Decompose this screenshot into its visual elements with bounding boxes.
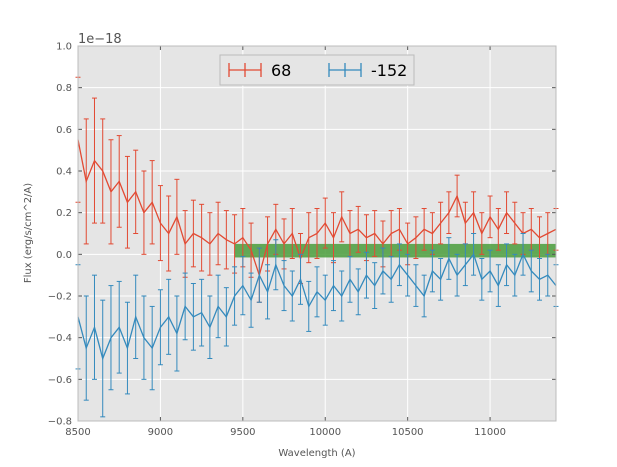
y-tick-label-5: 0.2 xyxy=(56,208,72,219)
green-band xyxy=(234,243,556,258)
y-axis-label: Flux (erg/s/cm^2/A) xyxy=(23,183,34,283)
plot-frame xyxy=(77,45,557,422)
legend-label-1: -152 xyxy=(371,61,407,80)
series-line-1 xyxy=(77,252,557,361)
series-0 xyxy=(75,76,559,303)
y-tick-label-4: 0.0 xyxy=(56,250,72,261)
y-tick-label-8: 0.8 xyxy=(56,83,72,94)
x-tick-label-1: 9000 xyxy=(148,427,173,438)
y-tick-label-0: −0.8 xyxy=(48,417,72,428)
legend: 68 -152 xyxy=(219,54,415,86)
y-tick-label-9: 1.0 xyxy=(56,42,72,53)
legend-item-1: -152 xyxy=(328,61,407,80)
x-ticks: 8500 9000 9500 10000 10500 11000 xyxy=(65,46,506,438)
y-tick-label-1: −0.6 xyxy=(48,375,72,386)
legend-item-0: 68 xyxy=(228,61,291,80)
y-tick-label-3: −0.2 xyxy=(48,292,72,303)
x-tick-label-5: 11000 xyxy=(474,427,506,438)
series-line-0 xyxy=(77,139,557,278)
x-tick-label-3: 10000 xyxy=(309,427,341,438)
y-offset-label: 1e−18 xyxy=(78,32,122,47)
band-region xyxy=(234,243,556,258)
legend-label-0: 68 xyxy=(271,61,291,80)
y-ticks: −0.8 −0.6 −0.4 −0.2 0.0 0.2 0.4 0.6 0.8 1.0 xyxy=(48,42,556,428)
y-tick-label-2: −0.4 xyxy=(48,333,72,344)
x-tick-label-0: 8500 xyxy=(65,427,90,438)
x-tick-label-2: 9500 xyxy=(230,427,255,438)
y-tick-label-7: 0.6 xyxy=(56,125,72,136)
y-tick-label-6: 0.4 xyxy=(56,167,72,178)
x-tick-label-4: 10500 xyxy=(392,427,424,438)
x-axis-label: Wavelength (A) xyxy=(278,448,355,459)
